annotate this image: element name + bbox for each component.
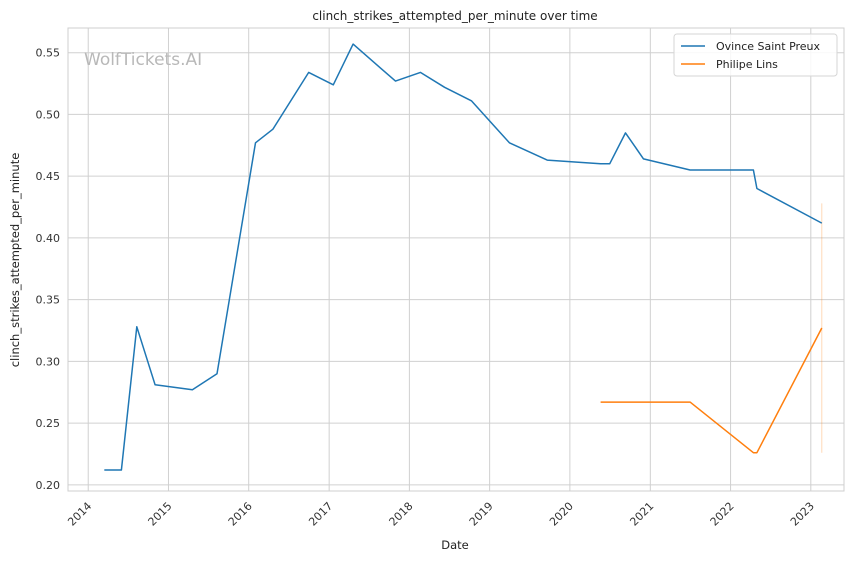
y-axis-label: clinch_strikes_attempted_per_minute: [8, 153, 22, 368]
series-lines: [104, 43, 823, 471]
watermark: WolfTickets.AI: [84, 50, 202, 70]
y-tick-label: 0.35: [36, 294, 61, 307]
x-tick-label: 2017: [306, 500, 335, 529]
series-line-philipe-lins: [600, 327, 823, 454]
y-tick-label: 0.40: [36, 232, 61, 245]
series-line-ovince-saint-preux: [104, 43, 823, 471]
x-tick-label: 2021: [627, 500, 656, 529]
x-tick-label: 2014: [65, 500, 94, 529]
legend-entry-philipe-lins: Philipe Lins: [716, 58, 778, 71]
x-tick-label: 2018: [387, 500, 416, 529]
y-tick-label: 0.50: [36, 108, 61, 121]
legend: Ovince Saint Preux Philipe Lins: [673, 33, 838, 77]
y-tick-label: 0.20: [36, 479, 61, 492]
x-axis-label: Date: [441, 538, 469, 552]
y-tick-label: 0.55: [36, 47, 61, 60]
y-tick-label: 0.30: [36, 355, 61, 368]
y-tick-label: 0.45: [36, 170, 61, 183]
y-tick-label: 0.25: [36, 417, 61, 430]
legend-entry-ovince-saint-preux: Ovince Saint Preux: [716, 40, 821, 53]
x-tick-label: 2016: [226, 500, 255, 529]
grid: [68, 28, 844, 491]
y-axis-ticks: 0.20 0.25 0.30 0.35 0.40 0.45 0.50 0.55: [36, 47, 61, 492]
x-tick-label: 2015: [146, 500, 175, 529]
x-tick-label: 2020: [547, 500, 576, 529]
chart-title: clinch_strikes_attempted_per_minute over…: [312, 9, 597, 23]
legend-box: [673, 33, 838, 77]
x-tick-label: 2022: [708, 500, 737, 529]
x-axis-ticks: 2014 2015 2016 2017 2018 2019 2020 2021 2022 2023: [65, 500, 817, 529]
x-tick-label: 2019: [467, 500, 496, 529]
x-tick-label: 2023: [788, 500, 817, 529]
plot-frame: [67, 27, 845, 492]
